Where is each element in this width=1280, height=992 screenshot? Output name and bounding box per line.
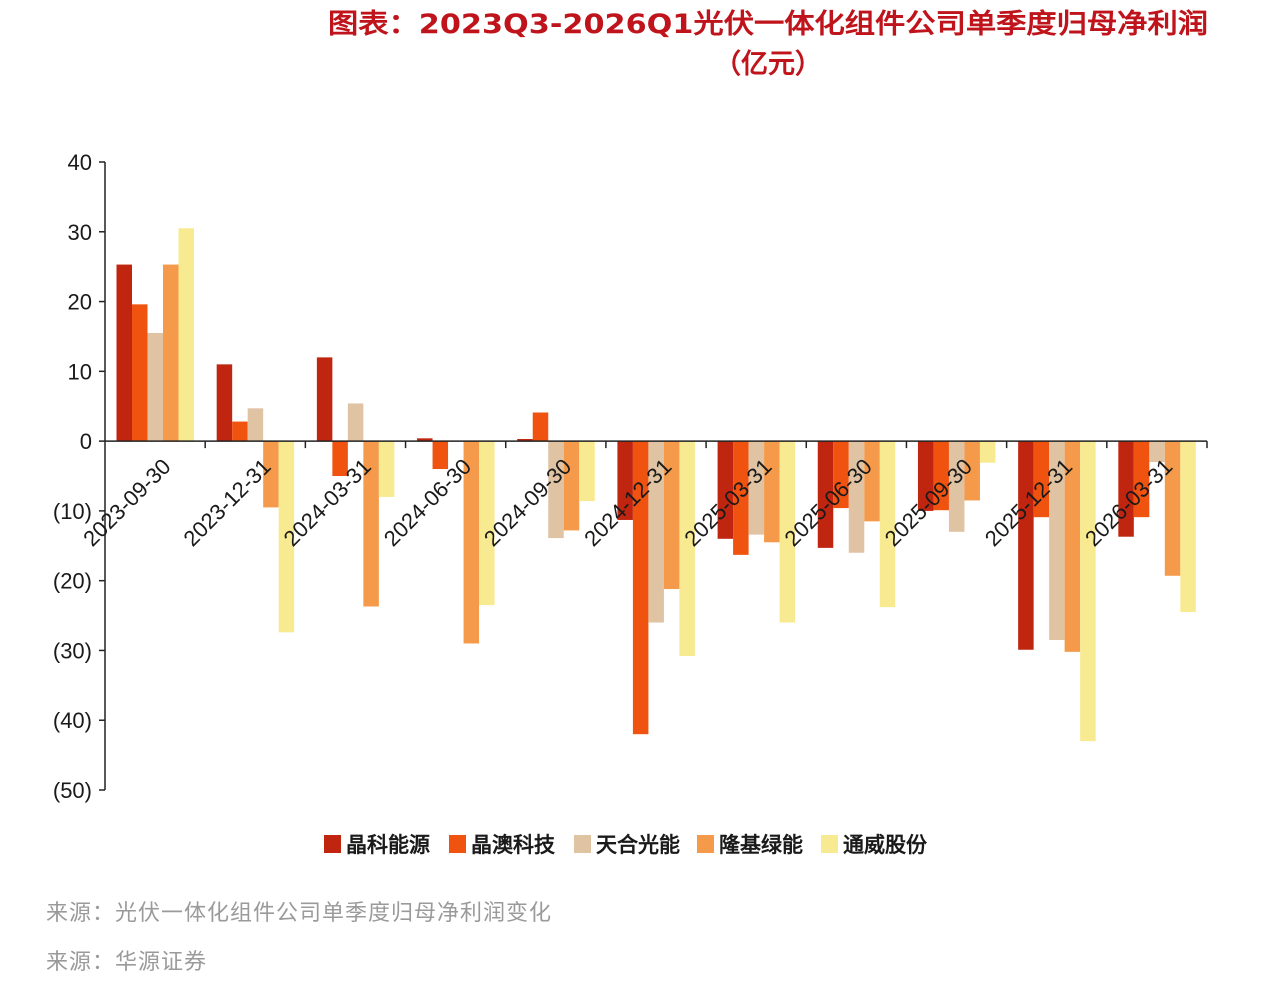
bar-1-9: [917, 441, 934, 511]
bar-5-2: [278, 441, 295, 633]
bar-2-11: [1133, 441, 1150, 518]
bar-4-6: [663, 441, 680, 590]
y-tick-label: 20: [68, 290, 92, 315]
bar-5-10: [1080, 441, 1096, 742]
legend-label: 通威股份: [843, 833, 928, 857]
bar-1-1: [116, 264, 132, 442]
plot-area: 40 30 20 10 0 (10) (20) (30) (40) (50) 2023-09-30 2…: [53, 150, 1208, 803]
bar-5-5: [579, 441, 595, 502]
bar-2-2: [232, 421, 248, 442]
legend-swatch: [574, 835, 591, 853]
bar-4-3: [363, 441, 379, 607]
bar-2-3: [332, 441, 348, 476]
bar-4-9: [964, 441, 980, 501]
bar-4-11: [1164, 441, 1181, 576]
legend-item: 晶科能源: [324, 833, 430, 857]
bar-4-4: [463, 441, 480, 644]
bar-3-11: [1149, 441, 1165, 463]
bar-1-5: [517, 439, 533, 442]
bar-3-5: [548, 441, 564, 539]
bar-1-4: [417, 438, 433, 442]
bar-5-4: [479, 441, 495, 606]
y-tick-label: (30): [53, 638, 92, 663]
bar-5-7: [779, 441, 796, 623]
y-tick-label: 40: [68, 150, 92, 175]
bar-2-6: [632, 441, 649, 735]
legend-label: 隆基绿能: [719, 833, 803, 857]
bar-5-8: [879, 441, 896, 608]
bar-2-5: [532, 412, 549, 442]
y-tick-label: 10: [68, 359, 92, 384]
y-tick-label: (50): [53, 778, 92, 803]
bar-3-8: [848, 441, 865, 553]
y-tick-label: 30: [68, 220, 92, 245]
bar-1-8: [817, 441, 834, 548]
bar-2-4: [432, 441, 449, 470]
chart-title-line1: 图表：2023Q3-2026Q1光伏一体化组件公司单季度归母净利润: [328, 8, 1208, 40]
legend-label: 晶澳科技: [471, 833, 556, 857]
bar-1-3: [316, 357, 333, 442]
bar-1-2: [216, 364, 233, 442]
legend-item: 晶澳科技: [449, 833, 556, 857]
bar-5-9: [979, 441, 996, 463]
bar-2-10: [1033, 441, 1050, 518]
bar-5-11: [1180, 441, 1196, 613]
x-tick-label: 2023-09-30: [78, 454, 175, 551]
bar-2-1: [132, 304, 148, 442]
bar-1-10: [1018, 441, 1034, 650]
x-tick-label: 2023-12-31: [178, 454, 275, 551]
bar-4-7: [764, 441, 780, 543]
bar-4-10: [1064, 441, 1081, 652]
source-note-2: 来源：华源证券: [46, 950, 208, 975]
legend-swatch: [697, 835, 714, 853]
bar-3-1: [147, 332, 163, 442]
bar-3-6: [648, 441, 664, 623]
bar-4-5: [563, 441, 580, 531]
y-tick-label: (10): [53, 499, 92, 524]
bar-5-3: [378, 441, 395, 497]
bar-3-7: [748, 441, 765, 535]
bar-3-9: [948, 441, 965, 532]
legend-swatch: [449, 835, 466, 853]
legend-swatch: [821, 835, 838, 853]
bar-4-1: [163, 264, 179, 442]
bar-1-6: [617, 441, 633, 520]
legend-label: 天合光能: [596, 833, 680, 857]
bar-1-7: [717, 441, 734, 539]
y-tick-label: 0: [80, 429, 92, 454]
legend-item: 通威股份: [821, 833, 928, 857]
legend-swatch: [324, 835, 341, 853]
legend-item: 隆基绿能: [697, 833, 803, 857]
bar-2-9: [933, 441, 949, 511]
bar-5-6: [679, 441, 695, 657]
bar-3-10: [1049, 441, 1065, 640]
bar-3-2: [247, 408, 264, 442]
bar-4-2: [263, 441, 279, 508]
y-tick-label: (40): [53, 708, 92, 733]
bar-2-8: [833, 441, 849, 509]
bar-5-1: [178, 228, 194, 442]
legend-label: 晶科能源: [346, 833, 430, 857]
bar-1-11: [1118, 441, 1134, 537]
source-note-1: 来源：光伏一体化组件公司单季度归母净利润变化: [46, 901, 553, 926]
bar-4-8: [864, 441, 880, 522]
bar-3-3: [347, 403, 364, 442]
legend: 晶科能源 晶澳科技 天合光能 隆基绿能 通威股份: [324, 833, 928, 857]
legend-item: 天合光能: [574, 833, 680, 857]
y-tick-label: (20): [53, 569, 92, 594]
chart-title-line2: （亿元）: [714, 49, 822, 80]
bar-2-7: [733, 441, 749, 555]
